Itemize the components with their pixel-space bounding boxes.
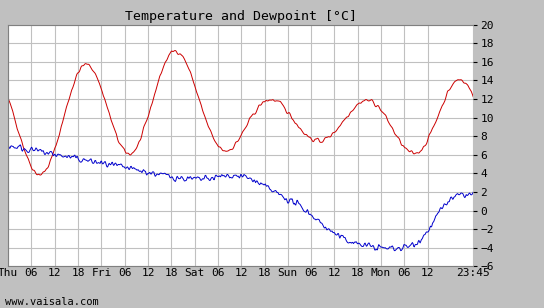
Text: www.vaisala.com: www.vaisala.com bbox=[5, 297, 99, 307]
Title: Temperature and Dewpoint [°C]: Temperature and Dewpoint [°C] bbox=[125, 10, 357, 23]
